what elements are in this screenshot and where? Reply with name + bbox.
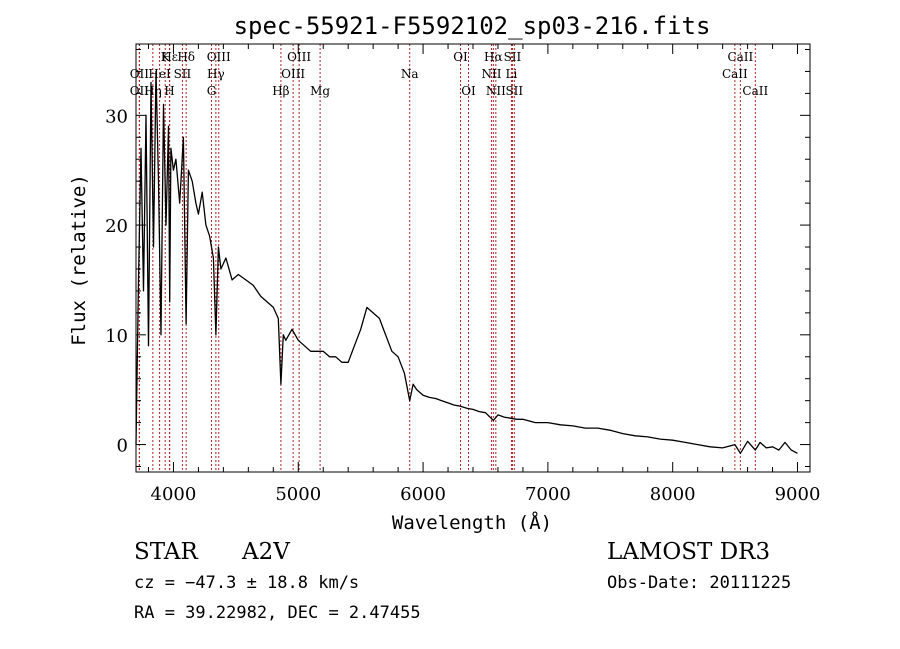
line-label-23: Mg: [310, 84, 330, 98]
y-tick-label-3: 30: [105, 106, 128, 127]
line-label-27: CaII: [742, 84, 768, 98]
line-label-22: Hβ: [272, 84, 289, 98]
line-label-21: G: [207, 84, 217, 98]
line-label-24: OI: [461, 84, 476, 98]
object-subclass: A2V: [242, 539, 290, 565]
line-label-8: CaII: [727, 50, 753, 64]
line-label-1: K: [161, 50, 171, 64]
line-label-7: SII: [504, 50, 522, 64]
plot-frame: [135, 43, 811, 473]
x-tick-label-0: 4000: [151, 484, 197, 505]
line-label-6: Hα: [484, 50, 503, 64]
line-label-26: SII: [505, 84, 523, 98]
line-label-0: Hε: [161, 50, 178, 64]
axis-ticks: 4000 5000 6000 7000 8000 9000 0 10 20 30: [105, 44, 820, 505]
obs-date: Obs-Date: 20111225: [607, 573, 792, 593]
line-label-11: SII: [174, 67, 192, 81]
line-label-16: Li: [506, 67, 518, 81]
x-tick-label-3: 7000: [525, 484, 571, 505]
x-tick-label-1: 5000: [275, 484, 321, 505]
y-tick-label-0: 0: [117, 436, 128, 457]
line-label-20: H: [164, 84, 174, 98]
line-label-10: HeI: [148, 67, 171, 81]
series-layer: [135, 70, 798, 454]
line-label-15: NII: [481, 67, 501, 81]
line-label-19: Hη: [144, 84, 162, 98]
x-tick-label-4: 8000: [650, 484, 696, 505]
chart-title: spec-55921-F5592102_sp03-216.fits: [234, 12, 711, 40]
line-label-9: OII: [130, 67, 150, 81]
line-label-17: CaII: [722, 67, 748, 81]
y-axis-label: Flux (relative): [68, 174, 90, 346]
line-label-5: OI: [453, 50, 468, 64]
x-axis-label: Wavelength (Å): [392, 511, 552, 534]
line-label-25: NII: [486, 84, 506, 98]
line-label-12: Hγ: [207, 67, 225, 81]
line-label-4: OIII: [287, 50, 311, 64]
line-label-18: OII: [130, 84, 150, 98]
line-label-14: Na: [401, 67, 419, 81]
object-class: STAR: [134, 539, 198, 565]
line-label-2: Hδ: [177, 50, 195, 64]
line-label-3: OIII: [207, 50, 231, 64]
survey-name: LAMOST DR3: [607, 539, 771, 565]
series-line-0: [135, 70, 798, 454]
y-tick-label-1: 10: [105, 326, 128, 347]
line-label-13: OIII: [281, 67, 305, 81]
x-tick-label-2: 6000: [400, 484, 446, 505]
x-tick-label-5: 9000: [775, 484, 821, 505]
y-tick-label-2: 20: [105, 216, 128, 237]
redshift-cz: cz = −47.3 ± 18.8 km/s: [134, 573, 360, 593]
spectral-line-markers: [138, 44, 756, 472]
coordinates: RA = 39.22982, DEC = 2.47455: [134, 603, 421, 623]
